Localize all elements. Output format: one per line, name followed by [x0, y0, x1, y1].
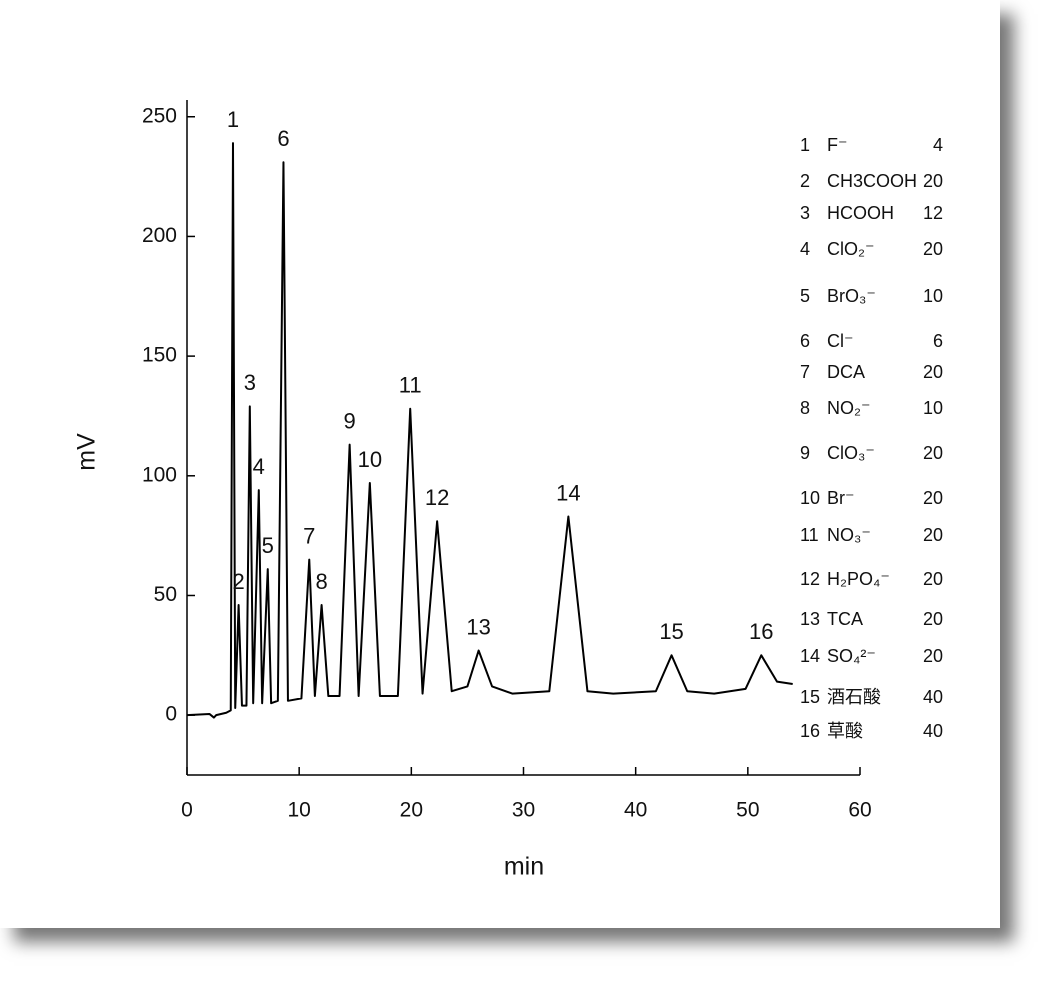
- x-tick-label: 0: [181, 799, 193, 822]
- legend-number: 3: [800, 203, 810, 223]
- peak-label: 6: [277, 126, 289, 151]
- legend-value: 40: [923, 721, 943, 741]
- peak-label: 14: [556, 480, 580, 505]
- legend-number: 9: [800, 443, 810, 463]
- peak-label: 15: [659, 619, 683, 644]
- y-tick-label: 50: [154, 583, 177, 606]
- peak-label: 7: [303, 523, 315, 548]
- y-tick-label: 0: [165, 703, 177, 726]
- legend-value: 20: [923, 488, 943, 508]
- peak-label: 9: [344, 408, 356, 433]
- peak-label: 5: [262, 533, 274, 558]
- y-tick-label: 150: [142, 344, 177, 367]
- legend-number: 6: [800, 331, 810, 351]
- legend-value: 20: [923, 646, 943, 666]
- trace: [186, 142, 793, 719]
- card: [0, 0, 1000, 928]
- x-tick-label: 20: [400, 799, 423, 822]
- legend-value: 20: [923, 171, 943, 191]
- peak-label: 8: [315, 569, 327, 594]
- x-tick-label: 10: [287, 799, 310, 822]
- legend-name: 草酸: [827, 721, 863, 741]
- legend-number: 15: [800, 687, 820, 707]
- peak-label: 11: [399, 373, 422, 398]
- legend-name: DCA: [827, 362, 865, 382]
- legend-value: 12: [923, 203, 943, 223]
- legend-name: H₂PO₄⁻: [827, 569, 890, 589]
- legend-number: 4: [800, 239, 810, 259]
- peak-label: 2: [232, 569, 244, 594]
- y-tick-label: 100: [142, 463, 177, 486]
- legend-name: 酒石酸: [827, 687, 881, 707]
- legend-value: 10: [923, 286, 943, 306]
- x-axis-label: min: [504, 853, 544, 881]
- peak-label: 10: [358, 447, 382, 472]
- legend-name: BrO₃⁻: [827, 286, 876, 306]
- legend-value: 20: [923, 525, 943, 545]
- legend-name: Br⁻: [827, 488, 855, 508]
- legend-number: 7: [800, 362, 810, 382]
- peak-label: 4: [253, 454, 265, 479]
- legend-number: 10: [800, 488, 820, 508]
- legend-name: HCOOH: [827, 203, 894, 223]
- legend-name: Cl⁻: [827, 331, 854, 351]
- legend-number: 12: [800, 569, 820, 589]
- legend-value: 20: [923, 443, 943, 463]
- legend-name: NO₃⁻: [827, 525, 871, 545]
- legend-value: 20: [923, 239, 943, 259]
- peak-label: 3: [244, 370, 256, 395]
- x-tick-label: 60: [848, 799, 871, 822]
- legend-name: NO₂⁻: [827, 398, 871, 418]
- legend-number: 16: [800, 721, 820, 741]
- legend-number: 8: [800, 398, 810, 418]
- legend-number: 14: [800, 646, 820, 666]
- legend-number: 5: [800, 286, 810, 306]
- legend-name: ClO₂⁻: [827, 239, 875, 259]
- peak-label: 12: [425, 485, 449, 510]
- legend-name: F⁻: [827, 135, 848, 155]
- y-axis-label: mV: [73, 433, 101, 471]
- peak-label: 1: [227, 107, 239, 132]
- legend-value: 10: [923, 398, 943, 418]
- legend-number: 11: [800, 525, 819, 545]
- legend-number: 2: [800, 171, 810, 191]
- legend-value: 20: [923, 609, 943, 629]
- legend-value: 20: [923, 362, 943, 382]
- legend-name: TCA: [827, 609, 863, 629]
- legend-value: 40: [923, 687, 943, 707]
- y-tick-label: 200: [142, 224, 177, 247]
- x-tick-label: 50: [736, 799, 759, 822]
- legend: 1 F⁻ 42 CH3COOH 203 HCOOH 124 ClO₂⁻ 205 BrO₃⁻ 106 C…: [800, 135, 943, 741]
- legend-name: CH3COOH: [827, 171, 917, 191]
- legend-value: 6: [933, 331, 943, 351]
- legend-name: ClO₃⁻: [827, 443, 875, 463]
- legend-value: 4: [933, 135, 943, 155]
- y-tick-label: 250: [142, 104, 177, 127]
- peak-label: 16: [749, 619, 773, 644]
- legend-name: SO₄²⁻: [827, 646, 876, 666]
- legend-value: 20: [923, 569, 943, 589]
- peak-label: 13: [466, 614, 490, 639]
- legend-number: 1: [800, 135, 810, 155]
- x-tick-label: 30: [512, 799, 535, 822]
- x-tick-label: 40: [624, 799, 647, 822]
- legend-number: 13: [800, 609, 820, 629]
